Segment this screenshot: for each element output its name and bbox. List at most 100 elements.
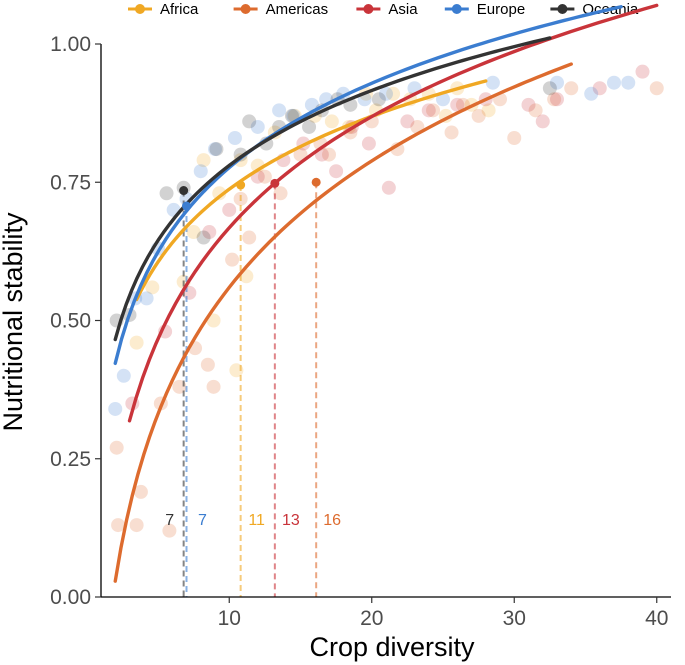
legend-label: Africa xyxy=(160,1,199,18)
data-point-europe xyxy=(485,75,500,90)
data-point-asia xyxy=(222,202,237,217)
data-point-europe xyxy=(227,131,242,146)
legend: Africa Americas Asia Europe Oceania xyxy=(128,1,639,18)
scatter-points xyxy=(108,64,664,538)
data-point-europe xyxy=(550,75,564,90)
data-point-asia xyxy=(421,103,436,118)
data-point-africa xyxy=(324,114,339,129)
legend-swatch-dot xyxy=(451,4,462,14)
legend-item-americas: Americas xyxy=(233,1,329,18)
y-axis-title: Nutritional stability xyxy=(0,212,28,432)
threshold-marker-asia xyxy=(270,178,280,188)
data-point-asia xyxy=(450,97,465,112)
threshold-label-africa: 11 xyxy=(248,512,265,529)
x-tick-label: 30 xyxy=(503,607,526,630)
legend-label: Asia xyxy=(388,1,418,18)
data-point-europe xyxy=(139,291,154,306)
axis-ticks: 10 20 30 40 0.00 0.25 0.50 0.75 1.00 xyxy=(50,33,668,630)
threshold-markers xyxy=(179,177,321,211)
data-point-asia xyxy=(400,114,415,129)
data-point-asia xyxy=(535,114,550,129)
data-point-europe xyxy=(584,86,599,101)
data-point-africa xyxy=(481,103,496,118)
threshold-lines: 11 16 13 7 7 xyxy=(165,182,341,597)
legend-label: Europe xyxy=(477,1,525,18)
data-point-americas xyxy=(444,125,459,140)
data-point-europe xyxy=(250,119,265,134)
data-point-americas xyxy=(109,440,124,455)
legend-swatch-dot xyxy=(135,4,145,14)
data-point-oceania xyxy=(242,114,257,129)
legend-swatch-dot xyxy=(240,4,251,14)
legend-swatch-dot xyxy=(363,4,374,14)
data-point-oceania xyxy=(209,142,224,157)
data-point-asia xyxy=(202,225,217,240)
legend-swatch-dot xyxy=(557,4,568,14)
data-point-europe xyxy=(108,401,123,416)
data-point-europe xyxy=(193,164,208,179)
data-point-americas xyxy=(547,92,562,107)
data-point-africa xyxy=(212,186,227,201)
data-point-americas xyxy=(343,125,358,140)
data-point-asia xyxy=(592,81,607,96)
fit-curves xyxy=(113,3,659,583)
data-point-europe xyxy=(607,75,621,90)
y-tick-label: 0.00 xyxy=(50,586,91,609)
data-point-africa xyxy=(129,335,144,350)
fit-curve-asia xyxy=(127,3,659,423)
data-point-oceania xyxy=(159,186,174,201)
threshold-marker-africa xyxy=(236,180,246,190)
threshold-label-oceania: 7 xyxy=(165,512,174,529)
data-point-americas xyxy=(162,523,177,538)
y-tick-label: 0.25 xyxy=(50,448,91,471)
x-tick-label: 10 xyxy=(218,607,241,630)
data-point-africa xyxy=(186,225,201,240)
y-tick-label: 1.00 xyxy=(50,33,91,56)
data-point-americas xyxy=(426,103,441,118)
data-point-oceania xyxy=(302,119,317,134)
data-point-americas xyxy=(564,81,579,96)
x-tick-label: 40 xyxy=(645,607,668,630)
fit-curve-europe xyxy=(113,5,623,366)
data-point-americas xyxy=(206,379,221,394)
threshold-label-americas: 16 xyxy=(323,512,341,529)
y-tick-label: 0.50 xyxy=(50,310,91,333)
data-point-asia xyxy=(550,92,564,107)
data-point-africa xyxy=(196,153,211,168)
data-point-americas xyxy=(111,518,126,533)
data-point-europe xyxy=(379,86,393,101)
legend-item-europe: Europe xyxy=(444,1,525,18)
data-point-europe xyxy=(436,92,450,107)
data-point-asia xyxy=(381,180,396,195)
data-point-americas xyxy=(471,108,486,123)
data-point-africa xyxy=(386,86,401,101)
data-point-africa xyxy=(206,313,221,328)
threshold-label-asia: 13 xyxy=(282,512,300,529)
data-point-americas xyxy=(528,103,543,118)
data-point-americas xyxy=(129,518,144,533)
data-point-europe xyxy=(116,368,131,383)
data-point-oceania xyxy=(542,81,557,96)
threshold-label-europe: 7 xyxy=(198,512,207,529)
legend-item-africa: Africa xyxy=(128,1,199,18)
data-point-americas xyxy=(322,147,336,162)
data-point-americas xyxy=(242,230,257,245)
data-point-asia xyxy=(361,136,376,151)
data-point-americas xyxy=(649,81,664,96)
threshold-marker-americas xyxy=(311,177,321,187)
fit-curve-africa xyxy=(134,79,488,302)
legend-label: Americas xyxy=(266,1,329,18)
y-tick-label: 0.75 xyxy=(50,171,91,194)
data-point-americas xyxy=(225,252,240,267)
x-tick-label: 20 xyxy=(360,607,383,630)
data-point-americas xyxy=(200,357,215,372)
data-point-europe xyxy=(208,142,222,157)
data-point-europe xyxy=(272,103,287,118)
x-axis-title: Crop diversity xyxy=(309,632,475,662)
data-point-americas xyxy=(133,484,148,499)
data-point-americas xyxy=(507,131,522,146)
fit-curve-americas xyxy=(113,62,573,583)
data-point-americas xyxy=(273,186,288,201)
legend-item-asia: Asia xyxy=(356,1,418,18)
